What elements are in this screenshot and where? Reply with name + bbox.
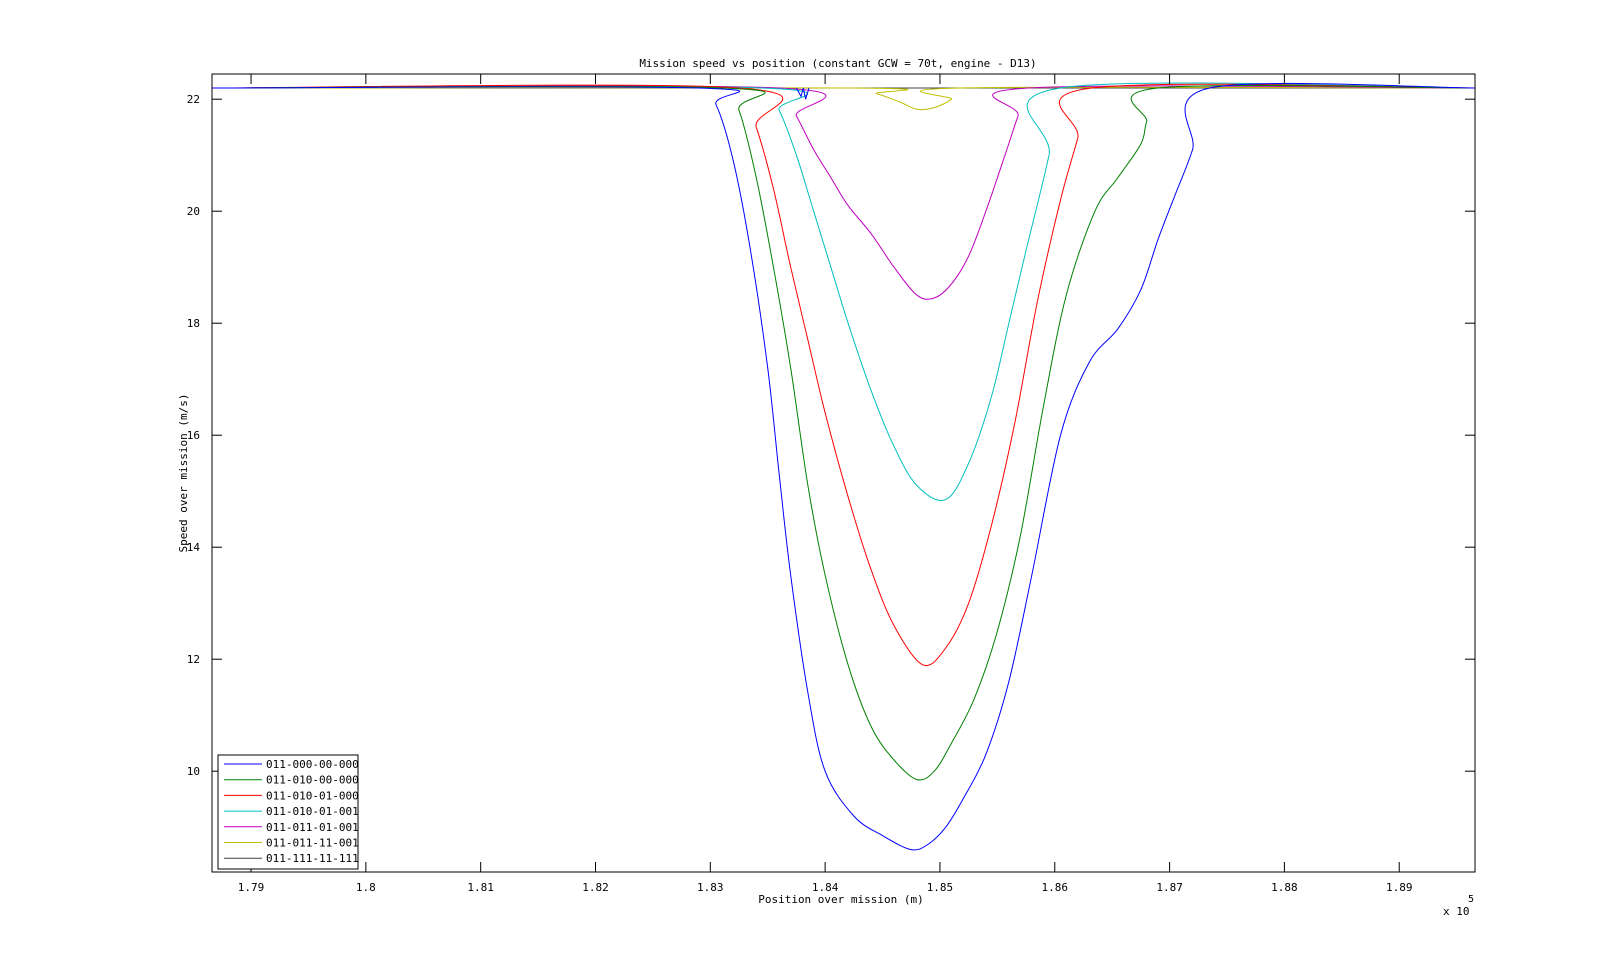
x-axis-multiplier: x 10 [1443, 905, 1470, 918]
legend-label-011-010-01-001: 011-010-01-001 [266, 805, 359, 818]
x-tick-label: 1.82 [582, 881, 609, 894]
x-tick-label: 1.83 [697, 881, 724, 894]
x-tick-label: 1.8 [356, 881, 376, 894]
legend-label-011-111-11-111: 011-111-11-111 [266, 852, 359, 865]
series-line-011-010-01-000 [212, 83, 1475, 667]
plot-area-frame [211, 73, 1476, 873]
y-tick-label: 20 [187, 205, 200, 218]
series-line-011-010-01-001 [212, 82, 1475, 501]
y-tick-label: 10 [187, 765, 200, 778]
y-axis-label: Speed over mission (m/s) [177, 394, 190, 553]
y-tick-label: 22 [187, 93, 200, 106]
x-tick-label: 1.88 [1271, 881, 1298, 894]
y-tick-label: 16 [187, 429, 200, 442]
x-tick-label: 1.86 [1042, 881, 1069, 894]
legend-label-011-011-01-001: 011-011-01-001 [266, 821, 359, 834]
legend-label-011-010-01-000: 011-010-01-000 [266, 789, 359, 802]
series-line-011-000-00-000 [212, 82, 1475, 851]
legend-box [217, 754, 359, 870]
x-axis-label: Position over mission (m) [758, 893, 924, 906]
x-tick-label: 1.84 [812, 881, 839, 894]
y-axis-ticks: 10 12 14 16 18 20 22 [187, 93, 1475, 778]
x-tick-label: 1.85 [927, 881, 954, 894]
y-tick-label: 18 [187, 317, 200, 330]
series-line-011-010-00-000 [212, 85, 1475, 781]
x-tick-label: 1.89 [1386, 881, 1413, 894]
y-tick-label: 12 [187, 653, 200, 666]
x-axis-multiplier-exponent: 5 [1468, 894, 1474, 905]
legend-label-011-010-00-000: 011-010-00-000 [266, 774, 359, 787]
x-tick-label: 1.79 [238, 881, 265, 894]
series-line-011-011-01-001 [212, 85, 1475, 300]
x-tick-label: 1.81 [467, 881, 494, 894]
chart-title: Mission speed vs position (constant GCW … [639, 57, 1036, 70]
x-tick-label: 1.87 [1156, 881, 1183, 894]
series-line-011-000-00-000-dip [795, 87, 810, 100]
y-tick-label: 14 [187, 541, 201, 554]
legend-items: 011-000-00-000 011-010-00-000 011-010-01-0… [224, 758, 359, 865]
legend: 011-000-00-000 011-010-00-000 011-010-01-0… [217, 754, 359, 870]
series-group [212, 82, 1475, 851]
legend-label-011-000-00-000: 011-000-00-000 [266, 758, 359, 771]
x-axis-ticks: 1.79 1.8 1.81 1.82 1.83 1.84 1.85 1.86 1.87 1.88 1… [238, 74, 1413, 894]
legend-label-011-011-11-001: 011-011-11-001 [266, 837, 359, 850]
series-layer [212, 82, 1475, 851]
